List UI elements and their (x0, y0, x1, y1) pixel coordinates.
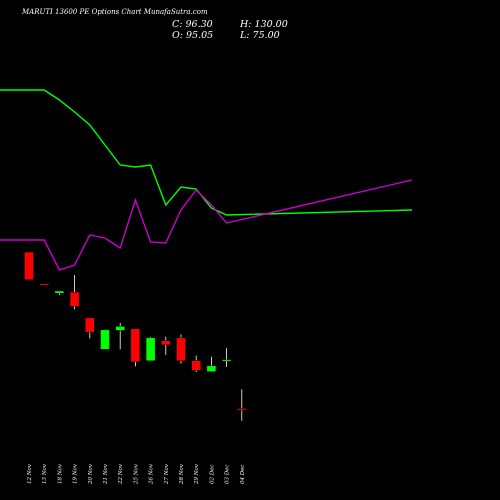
x-tick-label-0: 12 Nov (27, 463, 33, 484)
x-tick-label-7: 25 Nov (133, 463, 139, 485)
x-tick-label-6: 22 Nov (118, 463, 124, 485)
x-tick-label-5: 21 Nov (103, 463, 109, 485)
candle-body-3 (69, 291, 80, 307)
open-label: O: 95.05 (172, 30, 213, 41)
candle-body-7 (130, 328, 141, 363)
x-tick-label-4: 20 Nov (88, 463, 94, 485)
candle-body-13 (221, 359, 232, 362)
chart-title: MARUTI 13600 PE Options Chart MunafaSutr… (21, 8, 208, 16)
x-tick-label-13: 03 Dec (225, 465, 231, 485)
x-tick-label-12: 02 Dec (209, 465, 215, 485)
candle-body-1 (39, 283, 49, 286)
candle-body-5 (100, 329, 110, 350)
series-line-1 (0, 179, 413, 271)
candles (24, 251, 247, 421)
series-line-0 (0, 89, 413, 216)
indicator-lines (0, 89, 413, 271)
x-tick-label-8: 26 Nov (149, 463, 155, 485)
candle-body-11 (191, 360, 201, 371)
candle-body-12 (206, 365, 217, 372)
x-tick-label-14: 04 Dec (240, 465, 246, 485)
x-tick-label-10: 28 Nov (179, 463, 185, 485)
candle-body-2 (54, 290, 65, 294)
high-label: H: 130.00 (239, 19, 288, 30)
low-label: L: 75.00 (239, 30, 280, 41)
x-axis-ticks: 12 Nov 13 Nov 18 Nov 19 Nov 20 Nov 21 Nov 22 N… (27, 463, 246, 485)
candle-body-8 (145, 337, 156, 361)
candle-body-0 (24, 251, 34, 280)
candle-body-9 (161, 340, 171, 345)
candle-body-6 (115, 326, 125, 331)
close-label: C: 96.30 (172, 19, 213, 30)
x-tick-label-1: 13 Nov (42, 463, 48, 484)
candle-body-10 (176, 337, 186, 361)
x-tick-label-11: 29 Nov (194, 463, 200, 485)
x-tick-label-3: 19 Nov (73, 463, 79, 484)
x-tick-label-2: 18 Nov (57, 463, 63, 484)
candle-body-4 (85, 317, 95, 333)
candle-body-14 (237, 408, 247, 411)
x-tick-label-9: 27 Nov (164, 463, 170, 485)
